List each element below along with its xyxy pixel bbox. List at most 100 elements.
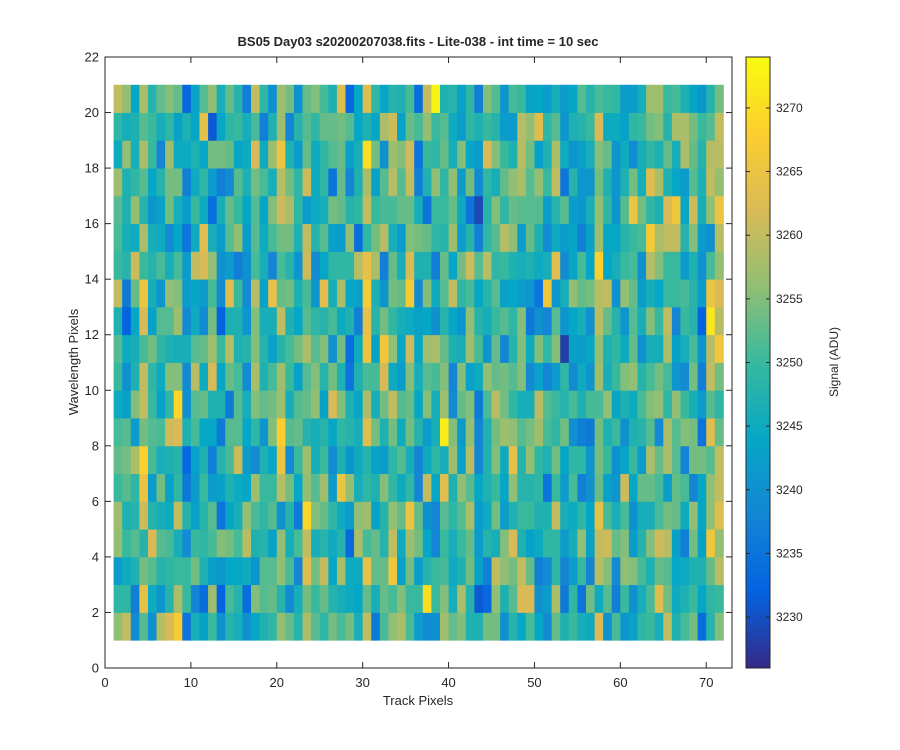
heatmap-cell [439,334,449,363]
heatmap-cell [560,334,570,363]
heatmap-cell [482,195,492,225]
heatmap-cell [680,251,690,280]
heatmap-cell [482,279,492,308]
heatmap-cell [336,390,346,419]
heatmap-cell [431,362,441,391]
heatmap-cell [319,612,329,641]
heatmap-cell [714,223,724,252]
heatmap-cell [216,473,226,502]
heatmap-cells [113,84,724,641]
heatmap-cell [491,418,501,447]
heatmap-cell [268,390,278,419]
heatmap-cell [474,84,484,113]
heatmap-cell [560,195,570,225]
heatmap-cell [216,445,226,474]
heatmap-cell [259,584,269,613]
heatmap-cell [182,445,192,474]
heatmap-cell [259,168,269,197]
heatmap-cell [414,251,424,280]
heatmap-cell [697,84,707,113]
heatmap-cell [311,223,321,252]
heatmap-cell [568,306,578,336]
heatmap-cell [397,168,407,197]
heatmap-cell [431,251,441,280]
heatmap-cell [525,168,535,197]
heatmap-cell [628,306,638,336]
heatmap-cell [319,362,329,391]
heatmap-cell [225,556,235,586]
heatmap-cell [628,418,638,447]
heatmap-cell [534,306,544,336]
heatmap-cell [414,223,424,252]
heatmap-cell [534,556,544,586]
heatmap-cell [345,223,355,252]
heatmap-cell [251,168,260,197]
heatmap-cell [354,612,364,641]
heatmap-cell [311,195,321,225]
heatmap-cell [139,556,149,586]
heatmap-cell [577,223,587,252]
heatmap-cell [122,168,132,197]
heatmap-cell [439,140,449,169]
heatmap-cell [259,112,269,141]
heatmap-cell [465,390,475,419]
heatmap-cell [491,362,501,391]
heatmap-cell [603,84,613,113]
heatmap-cell [431,168,441,197]
heatmap-cell [637,251,647,280]
heatmap-cell [439,112,449,141]
heatmap-cell [457,251,467,280]
heatmap-cell [345,334,355,363]
heatmap-cell [714,473,724,502]
heatmap-cell [276,473,286,502]
heatmap-cell [577,445,587,474]
heatmap-cell [190,362,200,391]
heatmap-cell [525,418,535,447]
heatmap-cell [577,334,587,363]
heatmap-cell [654,84,664,113]
heatmap-cell [534,112,544,141]
heatmap-cell [122,556,132,586]
heatmap-cell [551,112,561,141]
heatmap-cell [448,195,458,225]
heatmap-cell [551,418,561,447]
heatmap-cell [388,334,398,363]
heatmap-cell [439,390,449,419]
heatmap-cell [147,612,157,641]
heatmap-cell [302,223,312,252]
heatmap-cell [216,251,226,280]
heatmap-cell [268,362,278,391]
heatmap-cell [354,306,364,336]
heatmap-cell [611,529,621,558]
heatmap-cell [259,251,269,280]
heatmap-cell [594,84,604,113]
heatmap-cell [689,529,699,558]
heatmap-cell [611,445,621,474]
heatmap-cell [354,279,364,308]
heatmap-cell [371,584,381,613]
heatmap-cell [156,223,166,252]
heatmap-cell [379,306,389,336]
heatmap-cell [654,306,664,336]
heatmap-cell [422,390,432,419]
heatmap-cell [508,334,518,363]
heatmap-cell [457,195,467,225]
heatmap-cell [577,168,587,197]
heatmap-cell [147,279,157,308]
heatmap-cell [482,556,492,586]
heatmap-cell [362,529,372,558]
heatmap-cell [319,334,329,363]
heatmap-cell [319,556,329,586]
heatmap-cell [405,251,415,280]
heatmap-cell [431,334,441,363]
heatmap-cell [551,306,561,336]
heatmap-cell [182,334,192,363]
heatmap-cell [388,556,398,586]
heatmap-cell [405,279,415,308]
heatmap-cell [646,334,656,363]
heatmap-cell [251,279,260,308]
heatmap-cell [293,306,303,336]
heatmap-cell [543,140,553,169]
heatmap-cell [147,334,157,363]
heatmap-cell [448,445,458,474]
